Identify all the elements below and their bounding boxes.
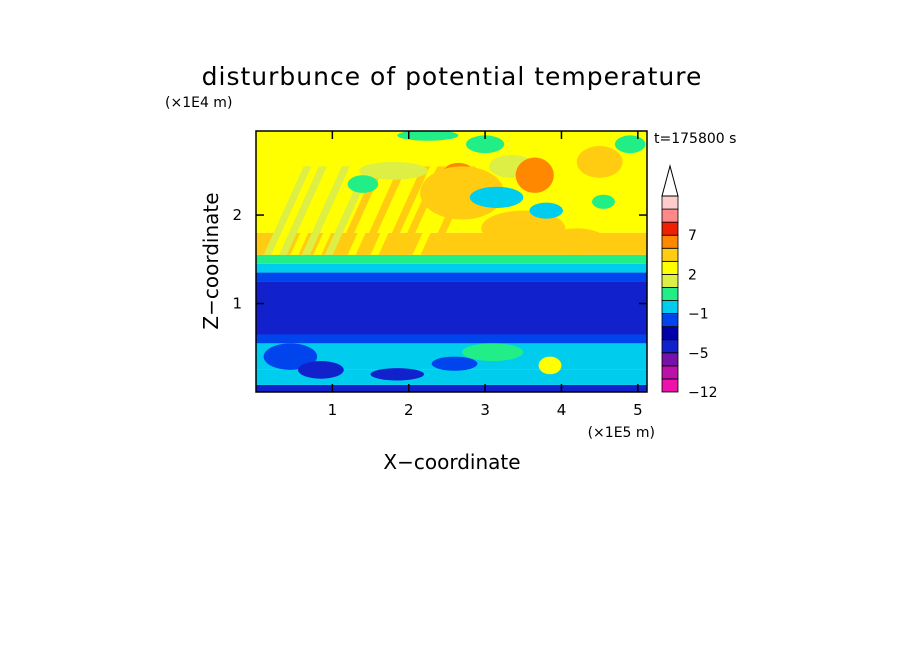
x-tick-label: 4 xyxy=(557,401,567,419)
x-tick-label: 3 xyxy=(480,401,490,419)
colorbar: 7 2 −1 −5 −12 xyxy=(661,164,718,401)
colorbar-segment xyxy=(661,300,679,314)
colorbar-segment xyxy=(661,260,679,275)
colorbar-tick-label: −1 xyxy=(688,307,709,323)
contour-cell xyxy=(592,194,615,209)
contour-cell xyxy=(481,210,566,247)
plot-frame xyxy=(255,130,648,393)
wave-streak xyxy=(347,166,396,255)
contour-cell xyxy=(614,135,646,154)
y-axis-unit: (×1E4 m) xyxy=(165,95,232,111)
colorbar-segment xyxy=(661,339,679,354)
contour-band xyxy=(256,263,647,273)
colorbar-tick-label: −5 xyxy=(688,346,709,362)
x-axis-label: X−coordinate xyxy=(383,450,520,474)
time-label: t=175800 s xyxy=(654,131,736,147)
contour-cell xyxy=(359,161,428,180)
colorbar-segment xyxy=(661,234,679,249)
colorbar-segment xyxy=(661,287,679,301)
colorbar-segment xyxy=(661,326,679,341)
wave-streak xyxy=(271,166,320,255)
colorbar-segment xyxy=(661,247,679,262)
contour-cell xyxy=(462,343,524,362)
colorbar-segment xyxy=(661,352,679,367)
wave-streak xyxy=(313,166,362,255)
contour-cell xyxy=(431,356,478,371)
colorbar-tick-label: 2 xyxy=(688,267,697,283)
contour-band xyxy=(256,254,647,264)
contour-cell xyxy=(546,228,608,255)
x-ticks: 1 2 3 4 5 xyxy=(328,131,643,419)
colorbar-segment xyxy=(661,378,679,393)
wave-streak xyxy=(290,166,339,255)
colorbar-extend-arrow xyxy=(661,164,679,197)
contour-cell xyxy=(469,186,524,208)
colorbar-segment xyxy=(661,195,679,210)
wave-streak xyxy=(278,166,327,255)
colorbar-segment xyxy=(661,313,679,328)
y-ticks: 12 xyxy=(232,206,647,313)
contour-cell xyxy=(538,356,562,375)
contour-band xyxy=(256,281,647,335)
contour-cell xyxy=(370,368,425,381)
wave-streak xyxy=(382,166,431,255)
colorbar-tick-label: −12 xyxy=(688,385,718,401)
contour-band xyxy=(256,272,647,282)
wave-streak xyxy=(301,166,350,255)
contour-cell xyxy=(347,175,379,193)
colorbar-segment xyxy=(661,273,679,288)
contour-cell xyxy=(263,343,318,370)
contour-cell xyxy=(576,146,623,178)
colorbar-segment xyxy=(661,365,679,380)
contour-cell xyxy=(298,361,344,379)
wave-streak xyxy=(370,166,419,255)
chart-title: disturbunce of potential temperature xyxy=(202,62,703,91)
colorbar-segment xyxy=(661,208,679,223)
x-tick-label: 1 xyxy=(328,401,338,419)
y-tick-label: 1 xyxy=(232,295,242,313)
x-tick-label: 2 xyxy=(404,401,414,419)
y-tick-label: 2 xyxy=(232,206,242,224)
colorbar-segment xyxy=(661,221,679,236)
contour-cell xyxy=(529,202,563,219)
x-tick-label: 5 xyxy=(633,401,643,419)
contour-cell xyxy=(515,157,554,193)
contour-field xyxy=(256,131,647,392)
colorbar-tick-label: 7 xyxy=(688,228,697,244)
x-axis-unit: (×1E5 m) xyxy=(588,425,655,441)
wave-streak xyxy=(263,166,312,255)
contour-band xyxy=(256,334,647,344)
wave-streak xyxy=(359,166,408,255)
contour-cell xyxy=(466,135,505,154)
contour-band xyxy=(256,384,647,392)
contour-cell xyxy=(397,131,459,141)
y-axis-label: Z−coordinate xyxy=(199,192,223,329)
